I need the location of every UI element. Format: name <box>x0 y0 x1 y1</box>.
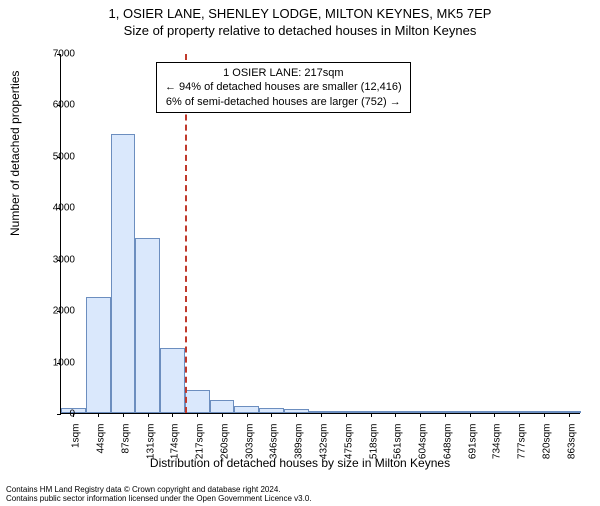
x-tick-mark <box>494 413 495 417</box>
x-tick-label: 820sqm <box>541 424 552 460</box>
x-tick-mark <box>123 413 124 417</box>
histogram-bar <box>185 390 210 413</box>
annotation-line3: 6% of semi-detached houses are larger (7… <box>165 95 402 109</box>
x-tick-mark <box>395 413 396 417</box>
x-tick-mark <box>371 413 372 417</box>
x-tick-mark <box>321 413 322 417</box>
x-tick-label: 303sqm <box>244 424 255 460</box>
x-axis-label: Distribution of detached houses by size … <box>0 456 600 470</box>
y-tick-label: 0 <box>35 409 75 420</box>
y-tick-label: 1000 <box>35 357 75 368</box>
x-tick-mark <box>271 413 272 417</box>
chart-area: 1sqm44sqm87sqm131sqm174sqm217sqm260sqm30… <box>60 54 580 414</box>
x-tick-label: 432sqm <box>319 424 330 460</box>
x-tick-label: 260sqm <box>219 424 230 460</box>
page-subtitle: Size of property relative to detached ho… <box>0 23 600 38</box>
plot-region: 1sqm44sqm87sqm131sqm174sqm217sqm260sqm30… <box>60 54 580 414</box>
x-tick-label: 1sqm <box>71 424 82 448</box>
footer-attribution: Contains HM Land Registry data © Crown c… <box>6 485 312 504</box>
histogram-bar <box>86 297 111 413</box>
y-axis-label: Number of detached properties <box>8 71 22 236</box>
page-title: 1, OSIER LANE, SHENLEY LODGE, MILTON KEY… <box>0 6 600 21</box>
footer-line2: Contains public sector information licen… <box>6 494 312 504</box>
x-tick-label: 648sqm <box>442 424 453 460</box>
y-tick-label: 6000 <box>35 100 75 111</box>
x-tick-label: 561sqm <box>393 424 404 460</box>
x-tick-mark <box>420 413 421 417</box>
x-tick-label: 131sqm <box>145 424 156 460</box>
histogram-bar <box>234 406 259 413</box>
x-tick-label: 44sqm <box>96 424 107 454</box>
x-tick-mark <box>222 413 223 417</box>
x-tick-mark <box>470 413 471 417</box>
x-tick-label: 863sqm <box>566 424 577 460</box>
x-tick-mark <box>569 413 570 417</box>
y-tick-label: 4000 <box>35 203 75 214</box>
histogram-bar <box>160 348 185 413</box>
x-tick-label: 346sqm <box>269 424 280 460</box>
x-tick-label: 691sqm <box>467 424 478 460</box>
y-tick-label: 7000 <box>35 49 75 60</box>
histogram-bar <box>135 238 160 413</box>
x-tick-label: 174sqm <box>170 424 181 460</box>
x-tick-mark <box>346 413 347 417</box>
annotation-box: 1 OSIER LANE: 217sqm← 94% of detached ho… <box>156 62 411 113</box>
x-tick-label: 734sqm <box>492 424 503 460</box>
x-tick-mark <box>172 413 173 417</box>
x-tick-label: 217sqm <box>195 424 206 460</box>
annotation-line1: 1 OSIER LANE: 217sqm <box>165 66 402 80</box>
x-tick-mark <box>197 413 198 417</box>
footer-line1: Contains HM Land Registry data © Crown c… <box>6 485 312 495</box>
x-tick-label: 389sqm <box>294 424 305 460</box>
x-tick-label: 87sqm <box>120 424 131 454</box>
y-tick-label: 2000 <box>35 306 75 317</box>
histogram-bar <box>210 400 235 413</box>
x-tick-mark <box>544 413 545 417</box>
x-tick-label: 604sqm <box>418 424 429 460</box>
x-tick-label: 777sqm <box>517 424 528 460</box>
x-tick-label: 475sqm <box>343 424 354 460</box>
x-tick-label: 518sqm <box>368 424 379 460</box>
y-tick-label: 5000 <box>35 151 75 162</box>
x-tick-mark <box>148 413 149 417</box>
annotation-line2: ← 94% of detached houses are smaller (12… <box>165 80 402 94</box>
x-tick-mark <box>247 413 248 417</box>
histogram-bar <box>111 134 136 413</box>
x-tick-mark <box>445 413 446 417</box>
x-tick-mark <box>296 413 297 417</box>
x-tick-mark <box>519 413 520 417</box>
y-tick-label: 3000 <box>35 254 75 265</box>
x-tick-mark <box>98 413 99 417</box>
